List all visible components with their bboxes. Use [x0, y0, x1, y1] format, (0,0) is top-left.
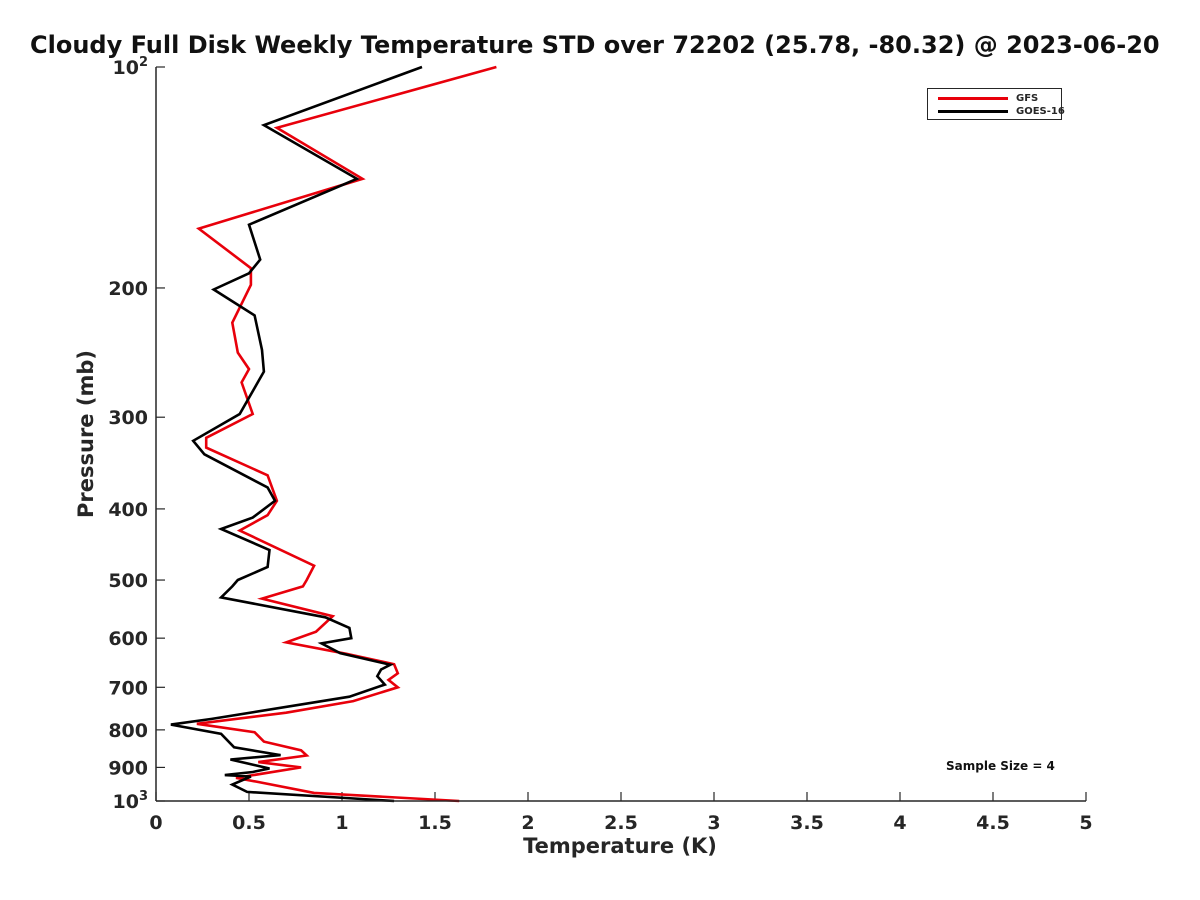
chart-title: Cloudy Full Disk Weekly Temperature STD … [30, 31, 1160, 59]
x-tick-label: 2.5 [604, 812, 638, 834]
y-tick-label: 500 [108, 570, 148, 592]
legend-entry-gfs: GFS [938, 92, 1038, 104]
y-tick-label: 103 [113, 789, 149, 813]
legend-swatch-gfs [938, 96, 1008, 100]
y-tick-label: 200 [108, 278, 148, 300]
legend-label-goes16: GOES-16 [1016, 105, 1065, 117]
y-tick-label: 900 [108, 757, 148, 779]
y-tick-label: 800 [108, 720, 148, 742]
series-layer [170, 65, 497, 803]
y-axis-label: Pressure (mb) [74, 350, 98, 518]
x-tick-label: 5 [1079, 812, 1092, 834]
x-tick-label: 4.5 [976, 812, 1010, 834]
y-tick-label: 300 [108, 407, 148, 429]
axes-layer [155, 67, 1086, 802]
x-tick-label: 4 [893, 812, 906, 834]
sample-size-annotation: Sample Size = 4 [946, 759, 1055, 773]
x-tick-label: 1 [335, 812, 348, 834]
y-tick-label: 102 [113, 55, 149, 79]
series-line-goes16 [170, 65, 423, 803]
series-line-gfs [195, 65, 497, 803]
legend: GFS GOES-16 [927, 88, 1065, 120]
x-tick-label: 0.5 [232, 812, 266, 834]
x-axis-label: Temperature (K) [523, 834, 717, 858]
x-tick-label: 0 [149, 812, 162, 834]
y-tick-label: 400 [108, 499, 148, 521]
legend-label-gfs: GFS [1016, 92, 1039, 104]
legend-swatch-goes16 [938, 109, 1008, 113]
legend-entry-goes16: GOES-16 [938, 105, 1065, 117]
x-tick-label: 2 [521, 812, 534, 834]
x-tick-label: 3 [707, 812, 720, 834]
y-tick-label: 600 [108, 628, 148, 650]
x-tick-label: 3.5 [790, 812, 824, 834]
tick-layer: 0 0.5 1 1.5 2 2.5 3 3.5 4 4.5 5 102 200 300 400 500 600 7… [108, 55, 1092, 834]
x-tick-label: 1.5 [418, 812, 452, 834]
y-tick-label: 700 [108, 677, 148, 699]
